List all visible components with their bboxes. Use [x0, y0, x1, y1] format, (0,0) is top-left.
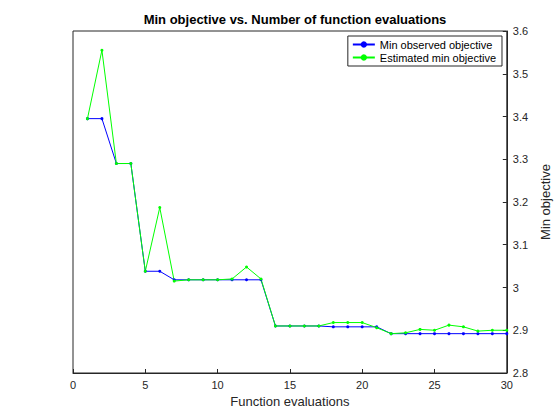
svg-text:30: 30 — [501, 379, 513, 391]
svg-text:3.1: 3.1 — [513, 239, 528, 251]
svg-text:10: 10 — [211, 379, 223, 391]
svg-text:5: 5 — [142, 379, 148, 391]
svg-text:3.6: 3.6 — [513, 25, 528, 37]
svg-text:15: 15 — [284, 379, 296, 391]
svg-text:2.8: 2.8 — [513, 367, 528, 379]
svg-text:3.5: 3.5 — [513, 68, 528, 80]
svg-text:Min objective: Min objective — [538, 164, 553, 240]
svg-text:Function evaluations: Function evaluations — [230, 394, 350, 409]
svg-text:3.3: 3.3 — [513, 153, 528, 165]
svg-text:3.2: 3.2 — [513, 196, 528, 208]
svg-text:Min objective vs. Number of fu: Min objective vs. Number of function eva… — [144, 12, 447, 27]
svg-text:2.9: 2.9 — [513, 324, 528, 336]
svg-text:3: 3 — [513, 282, 519, 294]
svg-text:25: 25 — [428, 379, 440, 391]
svg-text:Estimated min objective: Estimated min objective — [380, 52, 496, 64]
svg-text:0: 0 — [70, 379, 76, 391]
svg-text:3.4: 3.4 — [513, 111, 528, 123]
svg-text:Min observed objective: Min observed objective — [380, 39, 493, 51]
svg-text:20: 20 — [356, 379, 368, 391]
